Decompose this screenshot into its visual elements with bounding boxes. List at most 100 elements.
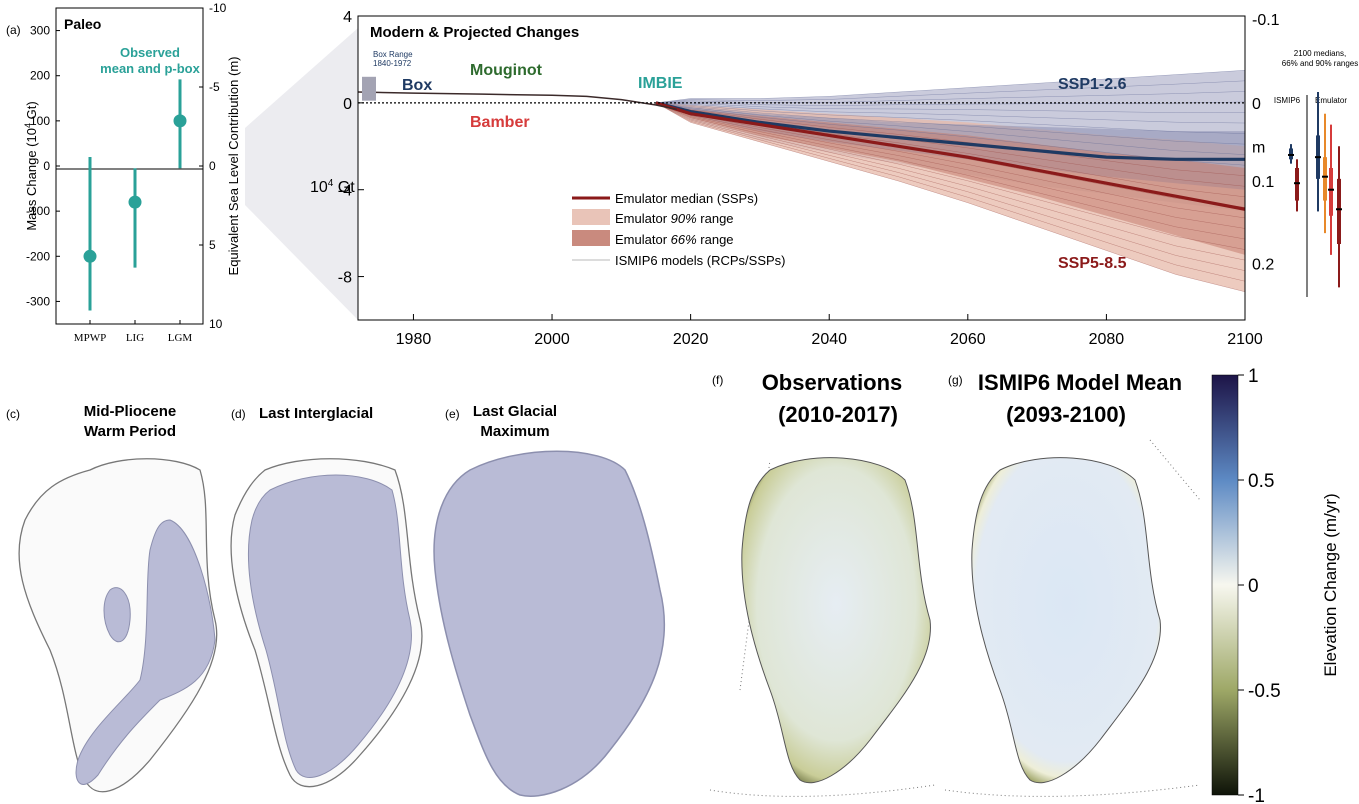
map-g-graticule (1149, 439, 1201, 501)
sea-level-tick-label: 0.1 (1252, 174, 1274, 191)
panel-b-xtick-label: 2000 (534, 331, 570, 348)
box-range-bar (362, 76, 376, 101)
panel-b-frame (357, 15, 1246, 321)
panel-b-ytick-label: 0 (343, 96, 352, 113)
panel-d: (d) Last Interglacial (230, 405, 423, 788)
panel-f-title-line2: (2010-2017) (778, 402, 898, 427)
panel-e: (e) Last Glacial Maximum (433, 403, 666, 797)
panel-a-ytick-label: 200 (30, 69, 50, 83)
label-bamber: Bamber (470, 114, 530, 131)
panel-c-letter: (c) (6, 407, 20, 421)
map-f-greenland (741, 457, 931, 784)
colorbar-ramp (1211, 374, 1239, 796)
medians-note-line1: 2100 medians, (1294, 49, 1346, 58)
ismip6-model-line (655, 91, 1246, 104)
legend-90-label: Emulator 90% range (615, 211, 734, 226)
panel-g-title-line2: (2093-2100) (1006, 402, 1126, 427)
colorbar: 1 0.5 0 -0.5 -1 Elevation Change (m/yr) (1211, 366, 1340, 804)
ssp585-median-line (655, 101, 1246, 211)
panel-b: 4 0 -4 -8 1980 2000 2020 2040 2060 2080 2100 -0.1… (310, 9, 1358, 348)
panel-c-title-line1: Mid-Pliocene (84, 403, 177, 420)
observed-mass-line (357, 91, 677, 111)
ssp126-median-line (655, 101, 1245, 161)
colorbar-tick-label: -1 (1248, 786, 1265, 804)
panel-b-sea-level-ticks: -0.1 0 m 0.1 0.2 (1252, 12, 1280, 274)
map-g-greenland (971, 457, 1161, 784)
legend-66-label: Emulator 66% range (615, 232, 734, 247)
panel-d-title: Last Interglacial (259, 405, 373, 422)
panel-a-title: Paleo (64, 16, 101, 32)
sea-level-tick-label: 0.2 (1252, 257, 1274, 274)
panel-b-xtick-label: 2100 (1227, 331, 1263, 348)
colorbar-label: Elevation Change (m/yr) (1321, 493, 1340, 676)
panel-a-legend-line2: mean and p-box (100, 61, 200, 76)
box-range-label1: Box Range (373, 50, 413, 59)
paleo-mean-point (83, 249, 97, 263)
panel-b-xtick-label: 2080 (1089, 331, 1125, 348)
panel-a-xtick-label: MPWP (74, 332, 106, 344)
panel-e-title-line1: Last Glacial (473, 403, 557, 420)
panel-e-letter: (e) (445, 407, 460, 421)
panel-b-observed (357, 91, 677, 111)
ismip6-model-line (655, 102, 1246, 134)
legend-median-label: Emulator median (SSPs) (615, 191, 758, 206)
ismip6-model-line (655, 102, 1246, 155)
zoom-wedge (245, 28, 358, 320)
panel-b-2100-medians (1288, 92, 1342, 288)
medians-note-line2: 66% and 90% ranges (1282, 59, 1359, 68)
colorbar-tick-label: -0.5 (1248, 681, 1281, 702)
panel-a-letter: (a) (6, 23, 21, 37)
panel-a-y2tick-label: 10 (209, 317, 223, 331)
paleo-mean-point (173, 114, 187, 128)
ismip6-model-line (655, 102, 1246, 124)
panel-c-title-line2: Warm Period (84, 423, 176, 440)
panel-b-medians (655, 101, 1246, 211)
panel-b-bands (655, 70, 1245, 292)
ismip6-model-line (655, 80, 1246, 104)
ismip6-model-line (655, 102, 1246, 166)
legend-90-swatch (572, 209, 610, 225)
panel-f-title-line1: Observations (762, 370, 903, 395)
panel-g-title-line1: ISMIP6 Model Mean (978, 370, 1182, 395)
sea-level-tick-label: -0.1 (1252, 12, 1280, 29)
panel-b-legend: Emulator median (SSPs) Emulator 90% rang… (572, 191, 786, 268)
label-ssp585: SSP5-8.5 (1058, 255, 1127, 272)
panel-a-y2tick-label: 5 (209, 238, 216, 252)
panel-a-ytick-label: 300 (30, 24, 50, 38)
ice-extent-c (75, 519, 216, 785)
colorbar-tick-label: 1 (1248, 366, 1259, 387)
panel-a-y2label: Equivalent Sea Level Contribution (m) (226, 57, 241, 276)
panel-a-ytick-label: 0 (43, 159, 50, 173)
ice-remnant-c (103, 587, 131, 643)
ismip6-model-line (655, 102, 1246, 113)
paleo-mean-point (128, 195, 142, 209)
ismip6-model-line (655, 102, 1246, 250)
panel-g: (g) ISMIP6 Model Mean (2093-2100) (944, 370, 1201, 797)
panel-a-legend-line1: Observed (120, 45, 180, 60)
label-box: Box (402, 77, 432, 94)
panel-a: (a) Paleo Observed mean and p-box 300 200… (6, 1, 241, 344)
ismip6-model-line (655, 102, 1246, 145)
ismip6-model-line (655, 102, 1246, 261)
panel-d-letter: (d) (231, 407, 246, 421)
emulator-side-label: Emulator (1315, 96, 1347, 105)
panel-f: (f) Observations (2010-2017) (709, 370, 936, 797)
panel-b-title: Modern & Projected Changes (370, 24, 579, 41)
label-ssp126: SSP1-2.6 (1058, 76, 1127, 93)
ismip6-model-line (655, 102, 1246, 240)
panel-c: (c) Mid-Pliocene Warm Period (6, 403, 218, 793)
ismip6-model-line (655, 102, 1246, 282)
ismip6-model-line (655, 102, 1246, 293)
ismip6-model-line (655, 102, 1246, 177)
panel-a-xtick-label: LGM (168, 332, 193, 344)
panel-b-unit: 104 Gt (310, 178, 355, 196)
colorbar-tick-label: 0 (1248, 576, 1259, 597)
panel-a-xtick-label: LIG (126, 332, 144, 344)
panel-b-y-ticks: 4 0 -4 -8 (338, 9, 364, 287)
panel-b-ytick-label: -8 (338, 270, 352, 287)
map-f-frame-bottom (709, 784, 936, 797)
panel-b-xtick-label: 2040 (811, 331, 847, 348)
panel-b-xtick-label: 2060 (950, 331, 986, 348)
panel-a-ytick-label: 100 (30, 114, 50, 128)
box-range-label2: 1840-1972 (373, 59, 412, 68)
